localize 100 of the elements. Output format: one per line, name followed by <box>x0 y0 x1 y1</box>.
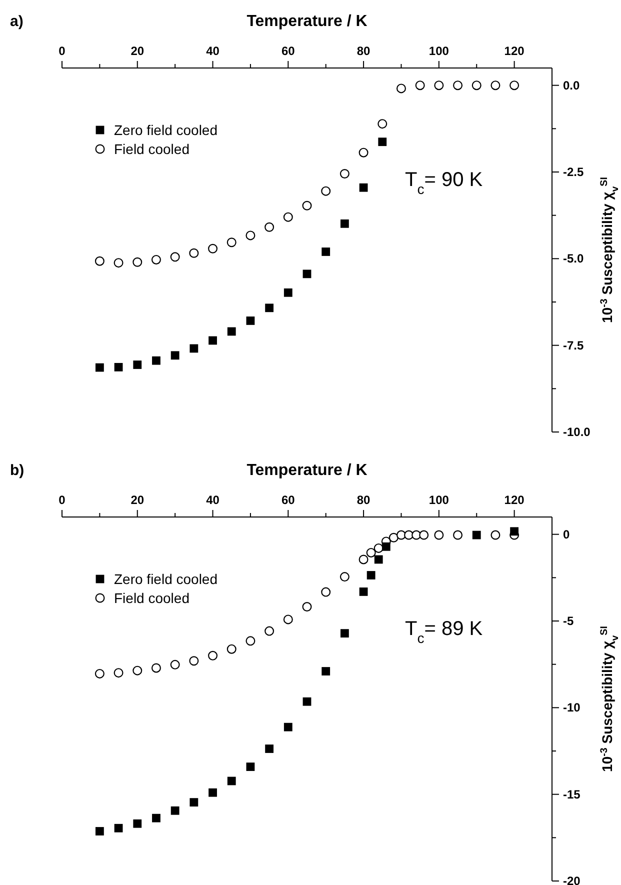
point <box>264 626 274 636</box>
x-tick-label: 0 <box>58 44 66 58</box>
point <box>133 360 142 369</box>
point <box>378 119 388 129</box>
point <box>396 84 406 94</box>
point <box>283 614 293 624</box>
point <box>170 252 180 262</box>
x-tick-label: 100 <box>428 44 450 58</box>
x-tick-label: 100 <box>428 493 450 507</box>
point <box>321 587 331 597</box>
point <box>265 304 274 312</box>
point <box>227 327 236 336</box>
point <box>340 219 349 228</box>
point <box>94 668 104 678</box>
point <box>114 824 123 832</box>
y-tick-label: -15 <box>563 787 581 802</box>
point <box>114 362 123 372</box>
legend-label: Zero field cooled <box>114 571 218 587</box>
x-tick-label: 120 <box>504 44 525 58</box>
annotation: T$_{c}$= 89 K <box>405 618 484 646</box>
point <box>382 542 390 551</box>
y-tick-label: -10.0 <box>563 425 591 439</box>
legend-label: Field cooled <box>114 590 190 606</box>
chart-title: a) <box>10 13 24 30</box>
point <box>95 363 104 372</box>
point <box>264 222 274 232</box>
x-tick-label: 20 <box>130 44 144 58</box>
y-tick-label: -20 <box>563 874 581 885</box>
point <box>510 527 519 536</box>
point <box>359 183 368 192</box>
point <box>415 80 425 90</box>
point <box>170 806 180 815</box>
point <box>302 200 312 210</box>
point <box>152 814 160 822</box>
point <box>340 629 349 638</box>
x-tick-label: 60 <box>281 44 296 58</box>
x-tick-label: 120 <box>504 493 525 507</box>
point <box>265 744 274 753</box>
point <box>322 667 330 676</box>
point <box>366 548 376 558</box>
point <box>208 244 218 254</box>
point <box>374 543 384 553</box>
point <box>322 248 330 256</box>
point <box>208 336 217 345</box>
point <box>246 230 256 240</box>
point <box>284 722 292 732</box>
point <box>284 288 292 297</box>
x-tick-label: 80 <box>356 44 371 58</box>
x-tick-label: 40 <box>206 44 220 58</box>
point <box>132 257 142 267</box>
point <box>246 316 255 325</box>
point <box>302 270 312 278</box>
point <box>490 80 500 90</box>
point <box>151 254 161 264</box>
point <box>434 80 444 90</box>
point <box>227 776 236 786</box>
point <box>246 636 256 646</box>
point <box>151 663 161 673</box>
point <box>95 827 104 836</box>
point <box>374 555 383 564</box>
y-tick-label: -2.5 <box>563 165 584 179</box>
point <box>189 656 199 666</box>
point <box>472 530 481 540</box>
point <box>472 80 482 90</box>
point <box>208 788 217 797</box>
x-axis-title: Temperature / K <box>246 13 368 30</box>
point <box>340 168 350 178</box>
x-tick-label: 60 <box>281 493 296 507</box>
y-tick-label: 0.0 <box>563 78 580 92</box>
x-tick-label: 0 <box>58 493 66 507</box>
point <box>170 351 180 360</box>
legend-label: Field cooled <box>114 141 190 157</box>
y-tick-label: -5.0 <box>563 252 584 266</box>
point <box>388 532 398 542</box>
y-tick-label: -10 <box>563 700 581 715</box>
chart-title: b) <box>10 462 24 479</box>
annotation: T$_{c}$= 90 K <box>405 169 484 197</box>
point <box>226 644 236 654</box>
point <box>359 588 368 596</box>
y-tick-label: -7.5 <box>563 338 584 352</box>
point <box>419 530 429 540</box>
x-tick-label: 40 <box>206 493 220 507</box>
point <box>190 798 198 807</box>
point <box>340 572 350 582</box>
x-tick-label: 20 <box>130 493 144 507</box>
x-axis-title: Temperature / K <box>246 462 368 479</box>
point <box>170 660 180 670</box>
point <box>283 212 293 222</box>
point <box>189 248 199 258</box>
point <box>152 356 160 365</box>
point <box>453 530 463 540</box>
point <box>94 256 104 266</box>
point <box>114 258 124 268</box>
point <box>378 138 387 146</box>
point <box>226 238 236 248</box>
point <box>190 344 198 353</box>
point <box>453 80 463 90</box>
point <box>366 571 376 580</box>
point <box>132 666 142 676</box>
point <box>114 668 124 678</box>
